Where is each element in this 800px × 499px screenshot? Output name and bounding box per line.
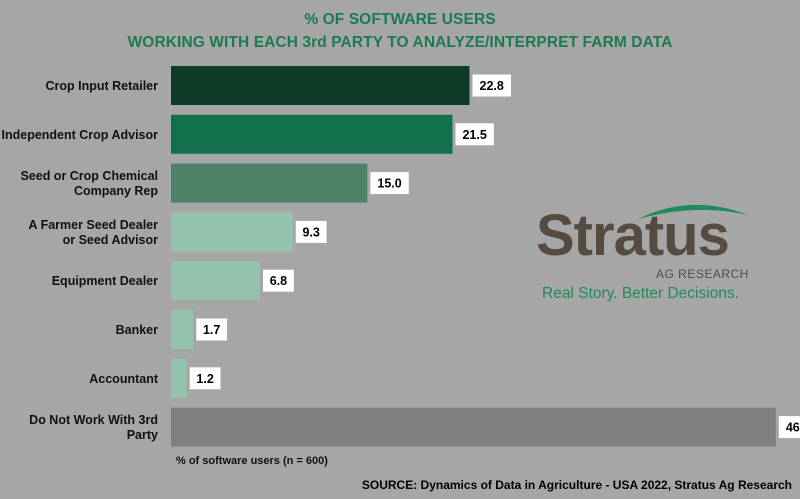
category-label: Accountant [89,372,159,386]
x-axis-label: % of software users (n = 600) [176,455,328,467]
value-label: 21.5 [462,128,486,142]
category-label: A Farmer Seed Dealer [29,218,159,232]
value-label: 1.2 [196,372,213,386]
chart-title-line2: WORKING WITH EACH 3rd PARTY TO ANALYZE/I… [127,34,673,51]
value-label-box [370,172,409,195]
stratus-logo: Stratus AG RESEARCH Real Story. Better D… [536,203,751,305]
value-label-box [455,123,494,146]
bar [171,163,368,203]
logo-tagline: Real Story. Better Decisions. [542,285,739,302]
category-label: or Seed Advisor [63,233,159,247]
value-label-box [263,269,294,292]
category-label: Company Rep [74,184,158,198]
value-label-box [189,367,221,390]
bar [171,114,453,154]
category-label: Seed or Crop Chemical [20,169,158,183]
source-note: SOURCE: Dynamics of Data in Agriculture … [361,478,792,492]
category-label: Do Not Work With 3rd [29,413,158,427]
value-label: 15.0 [377,177,401,191]
category-label: Crop Input Retailer [45,79,158,93]
value-label-box [472,74,511,97]
value-label-box [295,220,327,243]
bar [171,261,261,301]
bar [171,358,187,398]
bar [171,310,194,349]
bar [171,212,293,252]
category-label: Independent Crop Advisor [2,128,159,142]
category-label: Banker [116,323,159,337]
value-label: 22.8 [480,79,504,93]
bar [171,407,776,447]
category-label: Party [127,428,158,442]
bar [171,66,470,105]
value-label: 9.3 [302,225,319,239]
value-label: 46.2 [786,421,800,435]
value-label-box [778,416,800,439]
logo-wordmark: Stratus [536,203,730,268]
value-label-box [196,318,228,341]
logo-subtitle: AG RESEARCH [656,267,749,281]
bar-chart: Crop Input Retailer 22.8 Independent Crop … [2,66,800,447]
chart-title-line1: % OF SOFTWARE USERS [304,11,496,28]
value-label: 1.7 [203,323,220,337]
logo-swoosh-icon [638,204,748,219]
category-label: Equipment Dealer [52,274,158,288]
bars-group: Crop Input Retailer 22.8 Independent Crop … [2,66,800,447]
value-label: 6.8 [270,274,287,288]
